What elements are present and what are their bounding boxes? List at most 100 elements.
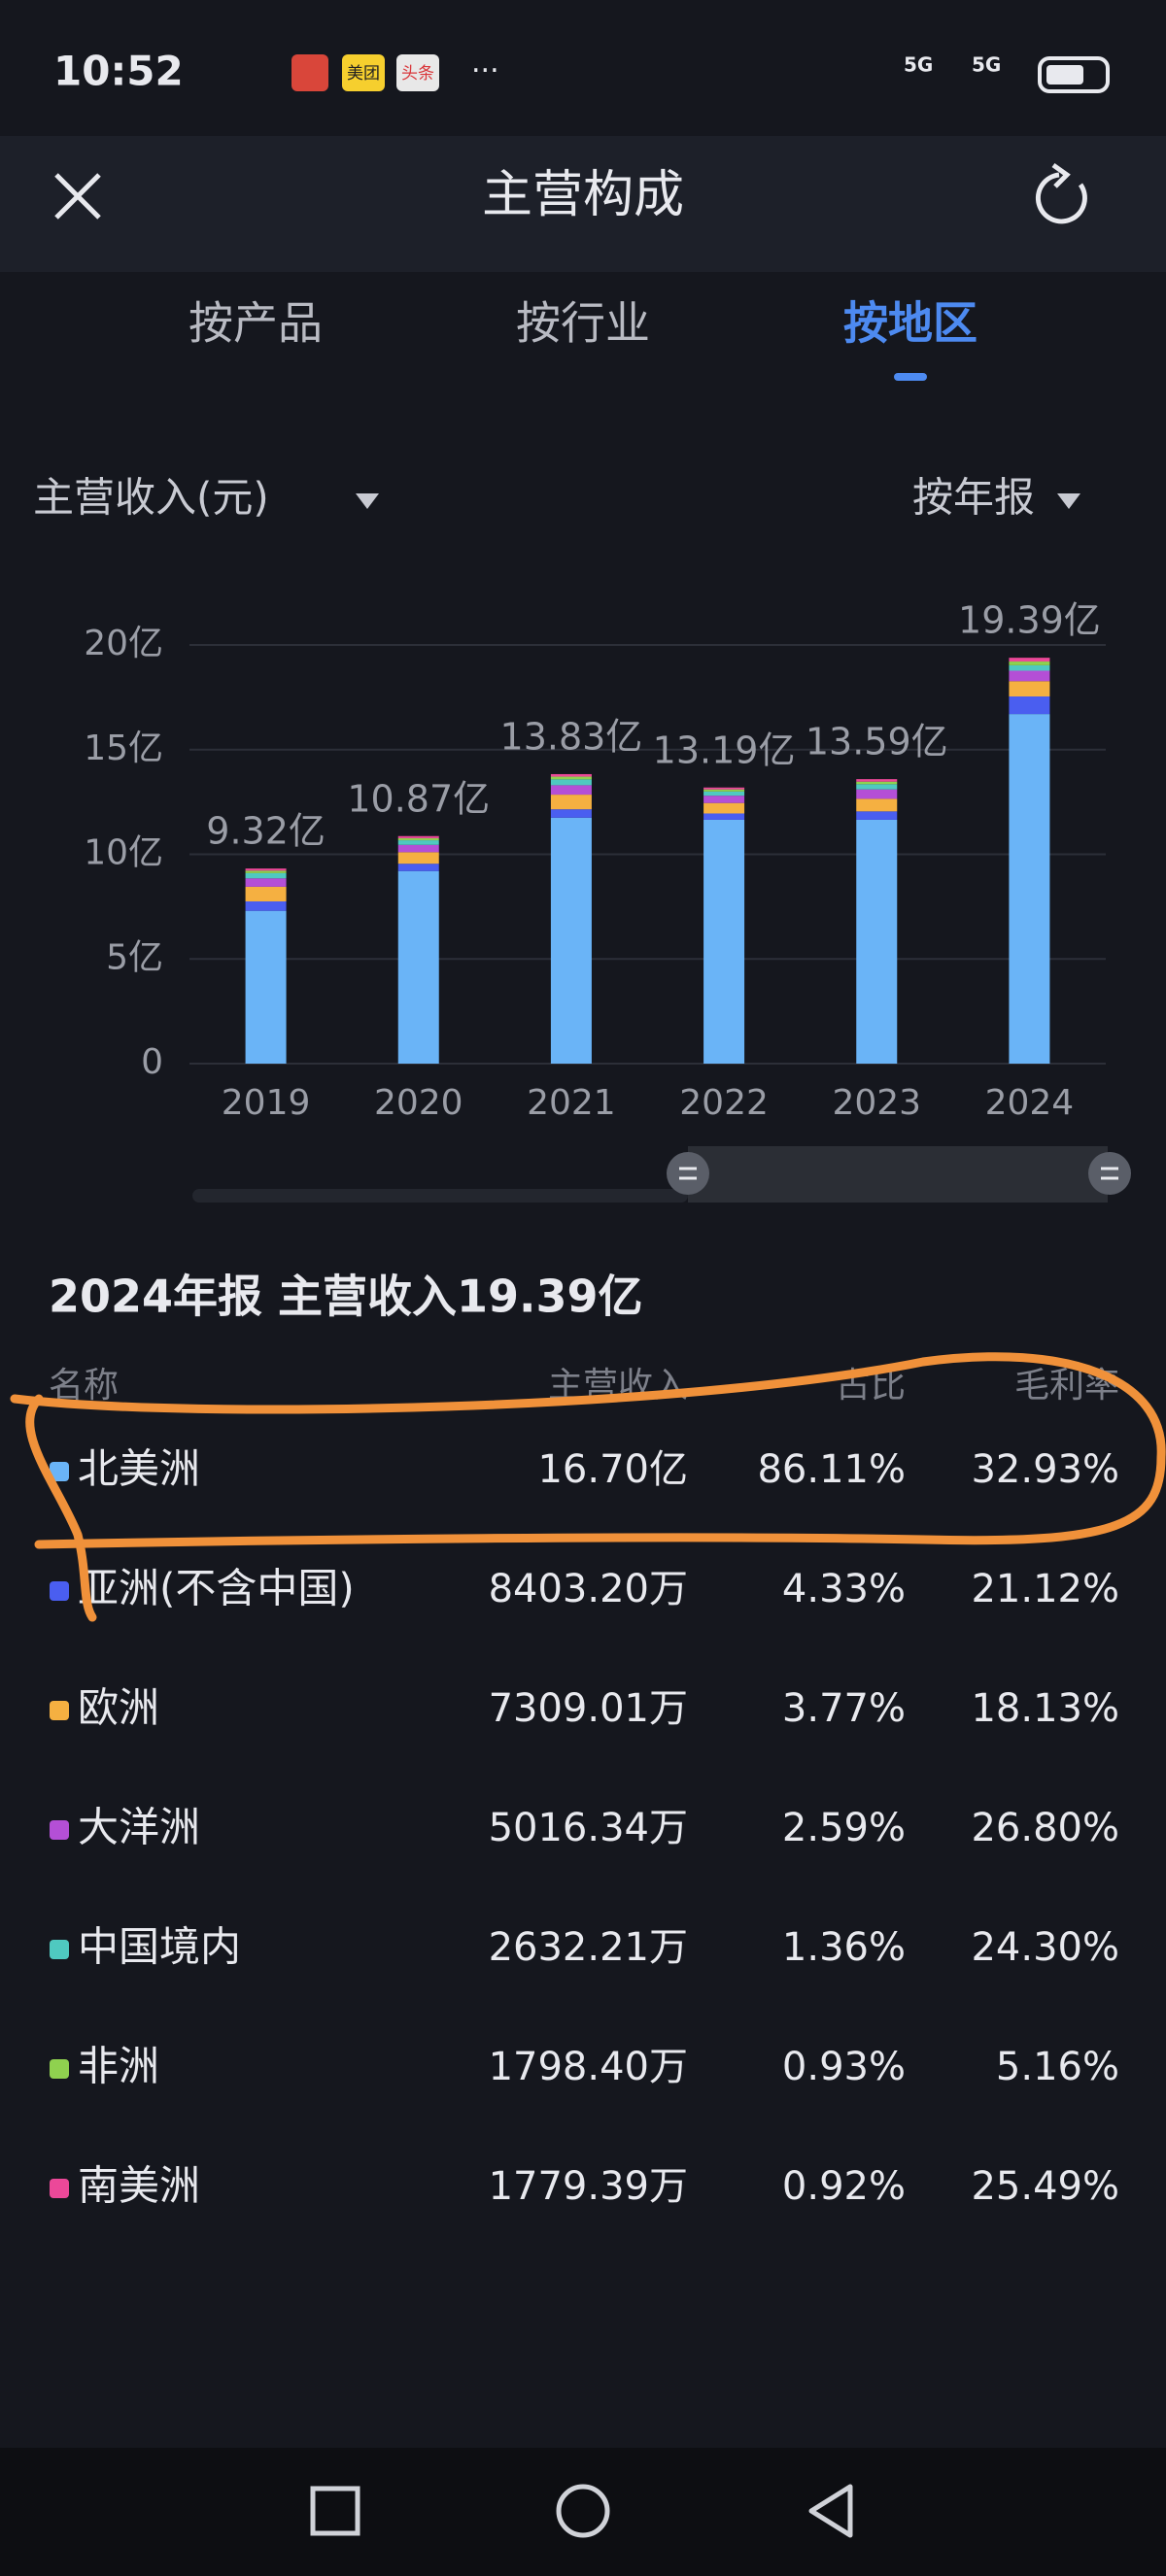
legend-dot xyxy=(50,1940,69,1959)
bar-segment xyxy=(397,840,439,845)
bar-segment xyxy=(550,785,592,796)
slider-window[interactable] xyxy=(688,1146,1108,1203)
dropdown-arrow xyxy=(356,493,379,509)
bar-segment xyxy=(1009,696,1050,715)
x-tick-label: 2020 xyxy=(374,1083,463,1123)
legend-dot xyxy=(50,2059,69,2079)
header-bar xyxy=(0,136,1166,272)
annotation-scribble xyxy=(10,1352,1166,1622)
table-cell: 0.92% xyxy=(782,2164,906,2209)
bar-segment xyxy=(1009,661,1050,665)
bar-segment xyxy=(856,784,898,790)
tab[interactable]: 按产品 xyxy=(189,297,323,350)
y-tick-label: 0 xyxy=(141,1042,163,1082)
row-name: 大洋洲 xyxy=(78,1804,200,1851)
bar-segment xyxy=(245,886,287,901)
tab[interactable]: 按地区 xyxy=(843,297,977,350)
bar-segment xyxy=(550,773,592,777)
bar-segment xyxy=(245,870,287,873)
table-cell: 86.11% xyxy=(757,1447,906,1492)
bar-segment xyxy=(703,802,745,814)
table-cell: 32.93% xyxy=(971,1447,1119,1492)
bar-segment xyxy=(397,844,439,853)
table-cell: 8403.20万 xyxy=(489,1567,688,1611)
summary-title: 2024年报 主营收入19.39亿 xyxy=(49,1271,643,1323)
x-tick-label: 2022 xyxy=(679,1083,769,1123)
total-label: 19.39亿 xyxy=(958,599,1101,642)
bar-segment xyxy=(245,872,287,879)
table-cell: 26.80% xyxy=(971,1806,1119,1850)
row-name: 亚洲(不含中国) xyxy=(78,1565,355,1612)
slider-track xyxy=(192,1189,688,1203)
legend-dot xyxy=(50,2179,69,2198)
legend-dot xyxy=(50,1462,69,1481)
bar-segment xyxy=(397,835,439,838)
y-tick-label: 5亿 xyxy=(106,937,163,977)
row-name: 欧洲 xyxy=(78,1684,159,1732)
bar-segment xyxy=(856,779,898,782)
status-time: 10:52 xyxy=(53,48,184,95)
header-title: 主营构成 xyxy=(482,166,684,224)
table-cell: 25.49% xyxy=(971,2164,1119,2209)
nav-home[interactable] xyxy=(556,2484,610,2538)
table-cell: 16.70亿 xyxy=(537,1447,688,1492)
bar-segment xyxy=(856,819,898,1064)
nav-back[interactable] xyxy=(808,2484,853,2538)
nav-bar xyxy=(0,2448,1166,2576)
bar-segment xyxy=(397,864,439,871)
slider-grip xyxy=(679,1167,697,1180)
bar-segment xyxy=(1009,658,1050,662)
refresh-button[interactable] xyxy=(1035,172,1087,224)
x-tick-label: 2024 xyxy=(985,1083,1075,1123)
total-label: 13.19亿 xyxy=(653,729,796,771)
app-icon xyxy=(342,54,385,91)
close-button[interactable] xyxy=(54,173,101,220)
network-label: 5G xyxy=(904,53,933,77)
x-tick-label: 2019 xyxy=(222,1083,311,1123)
table-cell: 1779.39万 xyxy=(489,2164,688,2209)
table-cell: 5016.34万 xyxy=(489,1806,688,1850)
x-tick-label: 2021 xyxy=(527,1083,616,1123)
more-dots: ··· xyxy=(471,54,499,88)
nav-recent[interactable] xyxy=(310,2486,360,2536)
app-icon xyxy=(292,54,328,91)
bar-segment xyxy=(703,789,745,792)
bar-segment xyxy=(856,789,898,799)
tab[interactable]: 按行业 xyxy=(516,297,650,350)
metric-dropdown[interactable]: 主营收入(元) xyxy=(33,474,269,522)
table-cell: 5.16% xyxy=(996,2045,1119,2089)
total-label: 13.83亿 xyxy=(500,715,643,758)
bar-segment xyxy=(397,837,439,841)
bar-segment xyxy=(550,809,592,818)
slider-grip xyxy=(1101,1167,1118,1180)
app-label: 头条 xyxy=(401,64,434,84)
period-dropdown[interactable]: 按年报 xyxy=(912,474,1035,522)
bar-segment xyxy=(550,776,592,780)
bar-segment xyxy=(703,819,745,1064)
table-cell: 21.12% xyxy=(971,1567,1119,1611)
total-label: 13.59亿 xyxy=(806,721,948,763)
bar-segment xyxy=(1009,670,1050,682)
y-tick-label: 15亿 xyxy=(84,729,163,768)
battery-level xyxy=(1046,65,1083,85)
slider-handle[interactable] xyxy=(1088,1152,1131,1195)
bar-segment xyxy=(245,868,287,871)
legend-dot xyxy=(50,1820,69,1840)
bar-segment xyxy=(397,852,439,864)
row-name: 北美洲 xyxy=(78,1445,200,1493)
bar-segment xyxy=(703,791,745,797)
bar-segment xyxy=(397,870,439,1064)
bar-segment xyxy=(703,787,745,790)
table-cell: 0.93% xyxy=(782,2045,906,2089)
table-cell: 7309.01万 xyxy=(489,1686,688,1731)
app-icon xyxy=(396,54,439,91)
legend-dot xyxy=(50,1701,69,1720)
bar-segment xyxy=(856,811,898,820)
slider-handle[interactable] xyxy=(667,1152,709,1195)
table-cell: 1.36% xyxy=(782,1925,906,1970)
bar-segment xyxy=(1009,714,1050,1064)
row-name: 非洲 xyxy=(78,2043,159,2090)
refresh-arrow xyxy=(1051,162,1071,188)
bar-segment xyxy=(1009,664,1050,671)
